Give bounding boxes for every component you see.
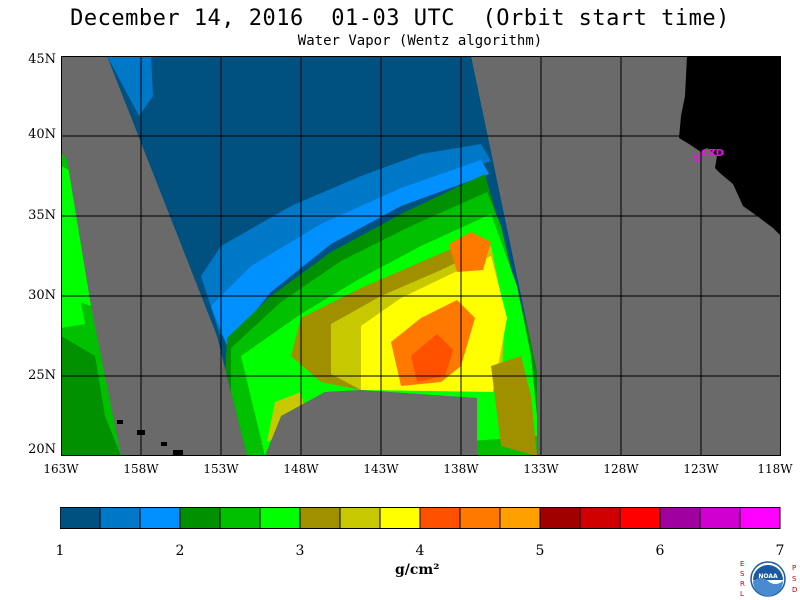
- esrl-letter-s: S: [740, 570, 745, 578]
- colorbar-swatch: [339, 507, 381, 529]
- colorbar-tick-3: 3: [295, 543, 305, 559]
- colorbar-swatch: [739, 507, 781, 529]
- noaa-text: NOAA: [758, 573, 778, 580]
- lon-label-143w: 143W: [363, 462, 399, 476]
- lon-label-123w: 123W: [683, 462, 719, 476]
- colorbar: [60, 507, 781, 529]
- lon-label-128w: 128W: [603, 462, 639, 476]
- lat-label-35n: 35N: [28, 208, 56, 223]
- esrl-letter-r: R: [740, 580, 745, 588]
- colorbar-swatch: [459, 507, 501, 529]
- colorbar-swatch: [619, 507, 661, 529]
- colorbar-swatch: [499, 507, 541, 529]
- lat-label-40n: 40N: [28, 127, 56, 142]
- colorbar-swatch: [699, 507, 741, 529]
- colorbar-units: g/cm²: [395, 562, 440, 578]
- map-border: [61, 56, 781, 456]
- colorbar-swatch: [419, 507, 461, 529]
- station-label: CZD: [701, 148, 724, 159]
- lon-label-158w: 158W: [123, 462, 159, 476]
- lon-label-163w: 163W: [43, 462, 79, 476]
- coastline-land: [679, 56, 781, 236]
- colorbar-swatch: [379, 507, 421, 529]
- colorbar-swatch: [299, 507, 341, 529]
- noaa-esrl-logo: E S R L P S D NOAA: [740, 560, 797, 598]
- lon-label-153w: 153W: [203, 462, 239, 476]
- colorbar-swatch: [259, 507, 301, 529]
- colorbar-swatch: [139, 507, 181, 529]
- water-vapor-map: CZD: [61, 56, 781, 456]
- colorbar-swatch: [60, 507, 101, 529]
- colorbar-tick-5: 5: [535, 543, 545, 559]
- lon-label-138w: 138W: [443, 462, 479, 476]
- colorbar-swatch: [659, 507, 701, 529]
- psd-letter-s: S: [792, 575, 797, 583]
- lat-label-20n: 20N: [28, 442, 56, 457]
- colorbar-swatch: [219, 507, 261, 529]
- hawaiian-islands: [117, 420, 183, 456]
- colorbar-swatch: [99, 507, 141, 529]
- map-title: December 14, 2016 01-03 UTC (Orbit start…: [70, 6, 730, 31]
- esrl-letter-e: E: [740, 560, 744, 568]
- esrl-letter-l: L: [740, 590, 744, 598]
- lat-label-30n: 30N: [28, 288, 56, 303]
- colorbar-tick-1: 1: [55, 543, 65, 559]
- lon-label-133w: 133W: [523, 462, 559, 476]
- lat-label-45n: 45N: [28, 52, 56, 67]
- graticule: [61, 56, 781, 456]
- colorbar-swatch: [179, 507, 221, 529]
- map-subtitle: Water Vapor (Wentz algorithm): [297, 33, 543, 49]
- colorbar-tick-6: 6: [655, 543, 665, 559]
- psd-letter-p: P: [792, 564, 796, 572]
- colorbar-swatch: [579, 507, 621, 529]
- psd-letter-d: D: [792, 586, 797, 594]
- colorbar-swatch: [539, 507, 581, 529]
- lat-label-25n: 25N: [28, 368, 56, 383]
- colorbar-tick-7: 7: [775, 543, 785, 559]
- station-marker: [693, 154, 701, 162]
- colorbar-tick-2: 2: [175, 543, 185, 559]
- colorbar-tick-4: 4: [415, 543, 425, 559]
- lon-label-148w: 148W: [283, 462, 319, 476]
- lon-label-118w: 118W: [757, 462, 793, 476]
